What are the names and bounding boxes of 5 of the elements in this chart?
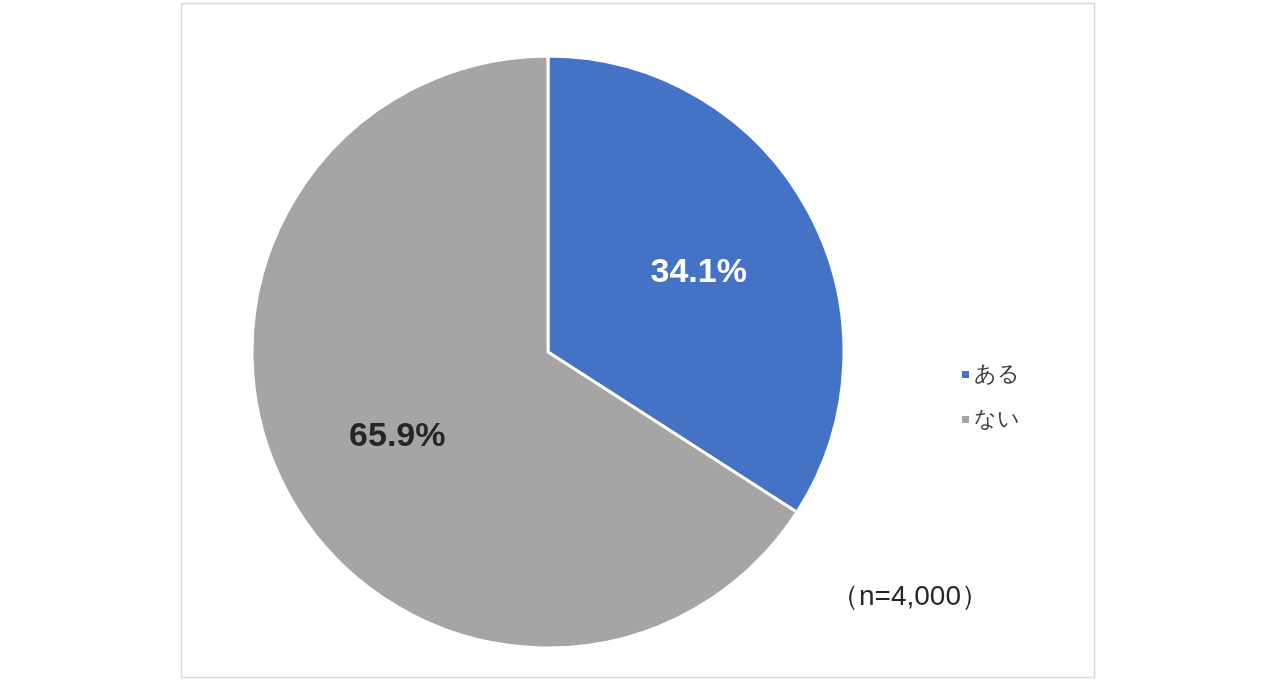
legend-label: ない	[974, 406, 1020, 431]
text: （n=4,000）	[831, 580, 989, 611]
data-label: 65.9%	[349, 415, 446, 454]
legend-label: ある	[974, 361, 1020, 386]
data-label: 34.1%	[650, 250, 747, 289]
